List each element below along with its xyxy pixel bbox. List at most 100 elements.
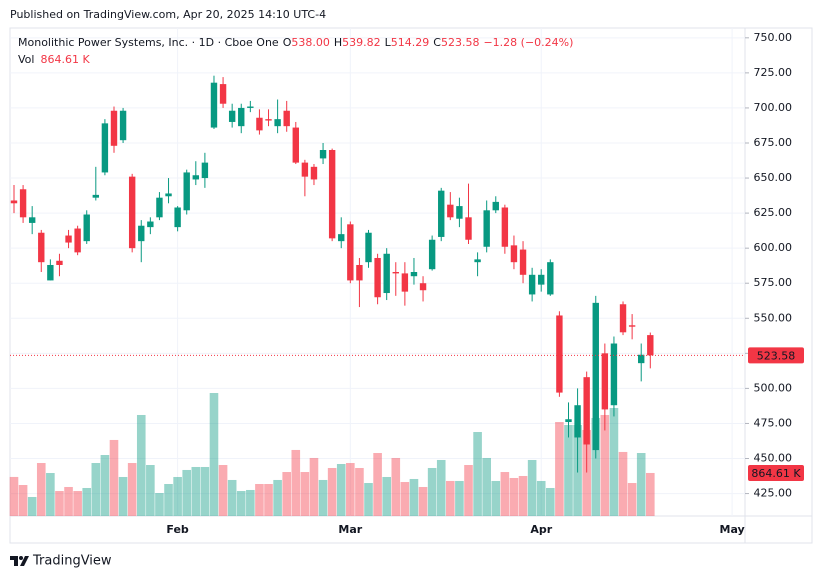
volume-bar bbox=[409, 478, 419, 516]
volume-bar bbox=[64, 486, 73, 516]
volume-bar bbox=[218, 464, 228, 516]
candle-body bbox=[310, 166, 318, 180]
y-tick-label: 475.00 bbox=[754, 416, 793, 429]
footer-brand: TradingView bbox=[32, 554, 112, 569]
volume-bar bbox=[255, 484, 264, 516]
volume-bar bbox=[73, 491, 82, 516]
candle-body bbox=[592, 302, 599, 451]
y-tick-label: 575.00 bbox=[754, 276, 793, 289]
candle-body bbox=[474, 259, 481, 263]
volume-bar bbox=[91, 463, 101, 516]
volume-bar bbox=[327, 467, 337, 516]
candle-body bbox=[83, 214, 90, 242]
volume-bar bbox=[618, 451, 628, 516]
volume-bar bbox=[382, 476, 391, 516]
volume-bar bbox=[100, 454, 110, 516]
y-tick-label: 450.00 bbox=[754, 452, 793, 465]
x-tick-label: May bbox=[720, 523, 745, 536]
candles bbox=[10, 75, 654, 473]
candle-body bbox=[510, 245, 518, 263]
x-tick-label: Mar bbox=[338, 523, 362, 536]
low-value: 514.29 bbox=[391, 36, 430, 49]
volume-bar bbox=[127, 463, 137, 516]
close-value: 523.58 bbox=[441, 36, 480, 49]
x-tick-label: Apr bbox=[530, 523, 552, 536]
volume-title: Vol bbox=[18, 53, 34, 66]
legend-line: Monolithic Power Systems, Inc. · 1D · Cb… bbox=[18, 36, 573, 49]
volume-bar bbox=[500, 472, 510, 516]
volume-bar bbox=[173, 476, 182, 516]
volume-bar bbox=[291, 449, 301, 516]
volume-bar bbox=[446, 480, 455, 516]
candle-body bbox=[401, 273, 409, 292]
candle-body bbox=[328, 150, 336, 239]
change-value: −1.28 (−0.24%) bbox=[483, 36, 573, 49]
candle-body bbox=[101, 123, 109, 173]
volume-bar bbox=[318, 479, 328, 516]
volume-bar bbox=[591, 417, 601, 516]
high-label: H bbox=[334, 36, 342, 49]
candle-body bbox=[456, 206, 463, 219]
candle-body bbox=[92, 194, 100, 198]
low-label: L bbox=[385, 36, 392, 49]
candle-body bbox=[447, 204, 454, 218]
volume-badge bbox=[748, 464, 804, 481]
candle-body bbox=[528, 274, 536, 295]
y-tick-label: 500.00 bbox=[754, 381, 793, 394]
candle-body bbox=[219, 84, 227, 104]
volume-bar bbox=[46, 473, 55, 516]
volume-bar bbox=[546, 487, 555, 516]
volume-bar bbox=[273, 479, 282, 516]
volume-bar bbox=[18, 485, 28, 516]
candle-body bbox=[574, 405, 581, 438]
volume-bar bbox=[482, 457, 491, 516]
y-tick-label: 700.00 bbox=[754, 101, 793, 114]
open-label: O bbox=[283, 36, 292, 49]
last-price-label: 523.58 bbox=[757, 349, 796, 362]
candle-body bbox=[565, 419, 572, 423]
candle-body bbox=[301, 162, 309, 177]
chart-frame bbox=[9, 27, 813, 544]
candle-body bbox=[38, 232, 45, 263]
volume-bar bbox=[209, 393, 219, 516]
candle-body bbox=[638, 354, 645, 364]
candle-body bbox=[383, 253, 390, 294]
y-tick-label: 750.00 bbox=[754, 31, 793, 44]
volume-bar bbox=[646, 472, 655, 516]
candle-body bbox=[165, 193, 172, 197]
volume-bar bbox=[491, 480, 501, 516]
axes: 425.00450.00475.00500.00525.00550.00575.… bbox=[10, 31, 804, 536]
y-tick-label: 625.00 bbox=[754, 206, 793, 219]
candle-body bbox=[210, 82, 218, 128]
volume-bar bbox=[109, 439, 119, 516]
volume-bar bbox=[609, 407, 619, 516]
tradingview-logo: TradingView bbox=[10, 554, 112, 569]
candle-body bbox=[74, 228, 81, 253]
candle-body bbox=[283, 110, 290, 127]
volume-bar bbox=[27, 496, 37, 516]
y-tick-label: 675.00 bbox=[754, 136, 793, 149]
candle-body bbox=[274, 119, 281, 127]
candle-body bbox=[365, 232, 372, 263]
candle-body bbox=[238, 107, 245, 127]
candle-body bbox=[492, 201, 499, 211]
volume-bar bbox=[155, 493, 164, 516]
volume-bar bbox=[436, 459, 446, 516]
candle-body bbox=[265, 119, 272, 121]
last-price-badge bbox=[748, 347, 804, 364]
x-tick-label: Feb bbox=[166, 523, 189, 536]
candle-body bbox=[374, 257, 381, 298]
candle-body bbox=[110, 110, 118, 146]
candle-body bbox=[465, 217, 472, 240]
candle-body bbox=[128, 176, 136, 249]
candle-body bbox=[519, 249, 527, 275]
volume-bar bbox=[518, 475, 528, 516]
volume-bar bbox=[464, 464, 473, 516]
candle-body bbox=[410, 272, 418, 277]
candle-body bbox=[228, 110, 236, 122]
candle-body bbox=[538, 274, 545, 285]
volume-bar bbox=[400, 482, 410, 516]
volume-bar bbox=[455, 480, 464, 516]
candle-body bbox=[256, 117, 263, 131]
